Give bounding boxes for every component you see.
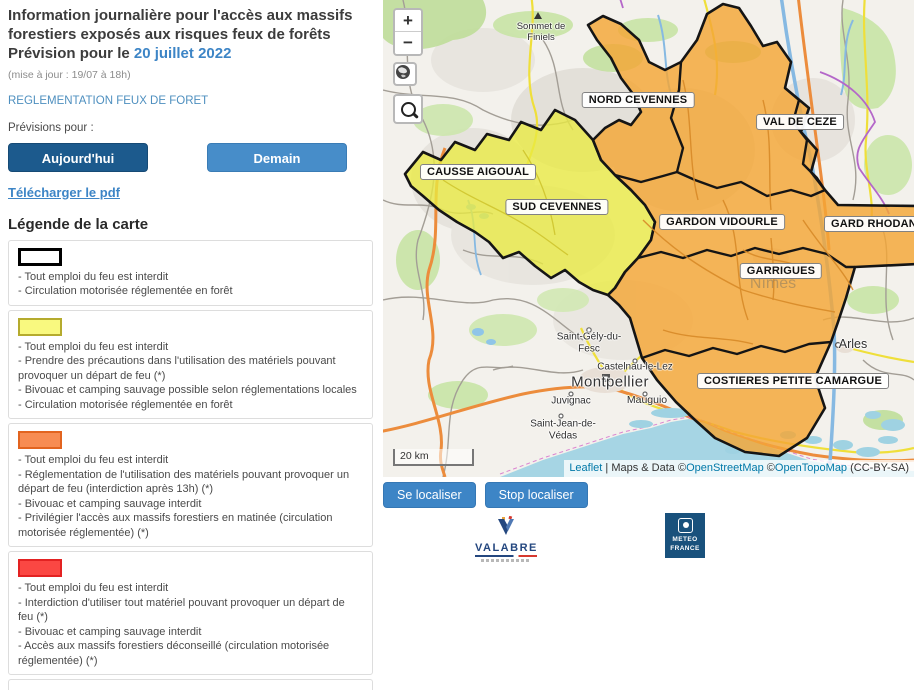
city-label-mauguio: Mauguio (626, 393, 668, 406)
attribution-amp: © (763, 462, 775, 474)
zoom-out-button[interactable]: − (395, 32, 421, 54)
app-root: Information journalière pour l'accès aux… (0, 0, 914, 615)
zoom-in-button[interactable]: + (395, 10, 421, 32)
stop-locate-button[interactable]: Stop localiser (484, 482, 588, 508)
region-label-sud-cevennes: SUD CEVENNES (505, 199, 609, 215)
valabre-tricolor-bar (475, 555, 537, 557)
city-label-saint-jean-de-vedas: Saint-Jean-de-Védas (530, 418, 596, 442)
city-label-castelnau-le-lez: Castelnau-le-Lez (597, 361, 673, 373)
legend-swatch-white (18, 247, 62, 266)
legend-line: - Bivouac et camping sauvage interdit (18, 625, 202, 638)
legend-item-partial (8, 679, 373, 690)
map-attribution: Leaflet | Maps & Data ©OpenStreetMap ©Op… (564, 460, 914, 477)
regulation-link[interactable]: REGLEMENTATION FEUX DE FORET (8, 94, 209, 107)
meteo-france-logo: METEO FRANCE (665, 513, 705, 558)
legend-swatch-yellow (18, 317, 62, 336)
legend-line: - Tout emploi du feu est interdit (18, 454, 169, 467)
region-label-gardon-vidourle: GARDON VIDOURLE (659, 214, 785, 230)
attribution-text: | Maps & Data © (602, 462, 687, 474)
massif-borders (614, 61, 855, 360)
valabre-logo: VALABRE (475, 515, 538, 562)
legend-item-orange: - Tout emploi du feu est interdit - Régl… (8, 423, 373, 548)
legend-line: - Tout emploi du feu est interdit (18, 340, 169, 353)
meteo-text-line2: FRANCE (670, 544, 700, 552)
legend-item-white: - Tout emploi du feu est interdit - Circ… (8, 239, 373, 306)
page-title: Information journalière pour l'accès aux… (8, 7, 373, 64)
roads-through-yellow (442, 149, 569, 256)
region-label-val-de-ceze: VAL DE CEZE (756, 114, 844, 130)
city-markers (534, 12, 842, 419)
city-label-montpellier: Montpellier (571, 373, 649, 391)
forecast-date: 20 juillet 2022 (133, 44, 232, 62)
admin-boundary (619, 0, 890, 215)
legend-line: - Interdiction d'utiliser tout matériel … (18, 596, 345, 624)
legend-line: - Circulation motorisée réglementée en f… (18, 285, 233, 298)
locate-button[interactable]: Se localiser (383, 482, 476, 508)
map-canvas (383, 0, 914, 477)
otm-link[interactable]: OpenTopoMap (774, 462, 848, 474)
city-label-saint-gely-du-fesc: Saint-Gély-du-Fesc (556, 331, 622, 355)
region-label-costieres-petite-camargue: COSTIERES PETITE CAMARGUE (697, 373, 889, 389)
meteo-text-line1: METEO (672, 536, 698, 544)
partner-logos: VALABRE METEO FRANCE (383, 508, 914, 588)
osm-link[interactable]: OpenStreetMap (686, 462, 764, 474)
region-label-nord-cevennes: NORD CEVENNES (581, 92, 695, 108)
download-pdf-link[interactable]: Télécharger le pdf (8, 184, 120, 200)
legend-line: - Réglementation de l'utilisation des ma… (18, 468, 350, 496)
search-button[interactable] (393, 94, 423, 124)
globe-icon (396, 65, 410, 79)
legend-title: Légende de la carte (8, 215, 149, 233)
legend-swatch-orange (18, 431, 62, 450)
legend-line: - Tout emploi du feu est interdit (18, 582, 169, 595)
zone-orange (586, 2, 914, 458)
zoom-control: + − (393, 8, 423, 56)
legend-swatch-red (18, 559, 62, 578)
legend-item-yellow: - Tout emploi du feu est interdit - Pren… (8, 309, 373, 420)
legend-line: - Prendre des précautions dans l'utilisa… (18, 355, 336, 382)
valabre-name: VALABRE (475, 542, 538, 554)
meteo-france-icon (677, 518, 693, 534)
city-label-nimes: Nîmes (749, 274, 797, 292)
info-panel: Information journalière pour l'accès aux… (0, 0, 383, 690)
legend-line: - Bivouac et camping sauvage interdit (18, 497, 202, 510)
tomorrow-button[interactable]: Demain (207, 142, 347, 172)
today-button[interactable]: Aujourd'hui (8, 142, 148, 172)
scale-bar: 20 km (393, 449, 474, 466)
locate-controls: Se localiser Stop localiser (383, 482, 914, 508)
meteo-france-text: METEO FRANCE (670, 536, 699, 553)
valabre-tagline (481, 559, 531, 562)
leaflet-map[interactable]: NORD CEVENNES VAL DE CEZE CAUSSE AIGOUAL… (383, 0, 914, 477)
forecast-buttons: Aujourd'hui Demain (8, 142, 373, 172)
legend-line: - Privilégier l'accès aux massifs forest… (18, 512, 333, 539)
legend-line: - Circulation motorisée réglementée en f… (18, 398, 233, 411)
page-title-prefix: Prévision pour le (8, 44, 134, 62)
legend-list: - Tout emploi du feu est interdit - Circ… (8, 239, 373, 690)
valabre-v-icon (498, 515, 514, 535)
map-column: NORD CEVENNES VAL DE CEZE CAUSSE AIGOUAL… (383, 0, 914, 615)
legend-item-red: - Tout emploi du feu est interdit - Inte… (8, 551, 373, 676)
region-label-gard-rhodanien: GARD RHODANIEN (824, 216, 914, 232)
region-label-causse-aigoual: CAUSSE AIGOUAL (419, 164, 537, 180)
city-label-juvignac: Juvignac (551, 395, 591, 407)
globe-reset-button[interactable] (393, 62, 417, 86)
forecast-for-label: Prévisions pour : (8, 121, 94, 134)
update-note: (mise à jour : 19/07 à 18h) (8, 68, 131, 81)
legend-line: - Tout emploi du feu est interdit (18, 270, 169, 283)
region-label-garrigues: GARRIGUES (739, 263, 823, 279)
page-title-text: Information journalière pour l'accès aux… (8, 7, 353, 43)
search-icon (400, 101, 416, 117)
peak-label-sommet-de-finiels: Sommet de Finiels (516, 21, 566, 43)
city-label-arles: Arles (838, 336, 868, 351)
legend-line: - Bivouac et camping sauvage possible se… (18, 384, 357, 397)
attribution-license: (CC-BY-SA) (847, 462, 909, 474)
leaflet-link[interactable]: Leaflet (569, 462, 603, 474)
legend-line: - Accès aux massifs forestiers déconseil… (18, 640, 330, 667)
